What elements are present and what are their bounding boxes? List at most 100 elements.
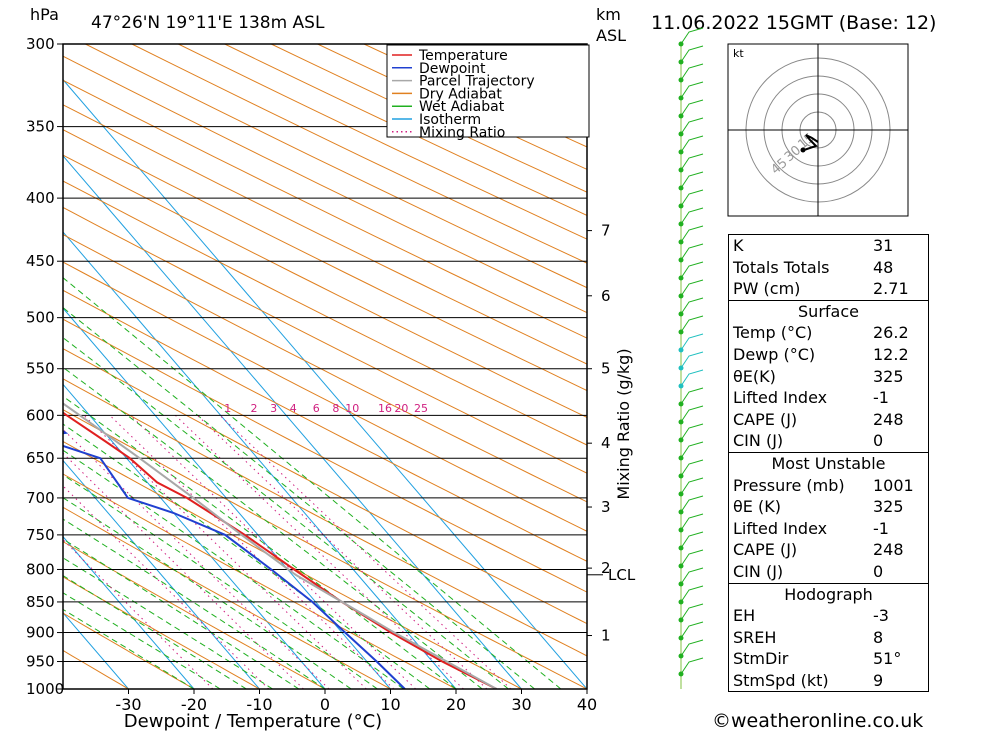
wind-barb <box>680 531 704 549</box>
temperature-tick-label: -10 <box>246 695 272 714</box>
mixing-ratio-label: 3 <box>270 402 277 415</box>
table-row-key: Lifted Index <box>733 518 828 538</box>
table-row-value: 248 <box>873 409 904 429</box>
mixing-ratio-axis-label: Mixing Ratio (g/kg) <box>614 348 633 499</box>
dry-adiabat-line <box>63 129 587 392</box>
pressure-tick-label: 350 <box>26 118 55 136</box>
wind-barb <box>680 459 704 477</box>
pressure-tick-label: 650 <box>26 449 55 467</box>
hodograph-trace <box>803 134 819 151</box>
dry-adiabat-line <box>63 649 129 689</box>
mixing-ratio-label: 2 <box>250 402 257 415</box>
wind-barb <box>680 495 704 513</box>
mixing-ratio-line <box>130 414 417 689</box>
table-row: CIN (J) 0 <box>729 430 928 452</box>
dry-adiabat-line <box>63 55 587 314</box>
table-row-key: PW (cm) <box>733 279 801 299</box>
wind-barb <box>680 135 704 153</box>
isotherm-line <box>63 231 457 689</box>
table-row: EH -3 <box>729 605 928 627</box>
km-tick-label: 1 <box>601 627 611 645</box>
table-row-value: 325 <box>873 366 904 386</box>
pressure-tick-label: 500 <box>26 309 55 327</box>
table-row: θE(K) 325 <box>729 366 928 388</box>
temperature-tick-label: 40 <box>577 695 597 714</box>
temperature-tick-label: 0 <box>320 695 330 714</box>
table-row-key: K <box>733 236 744 255</box>
pressure-tick-label: 800 <box>26 560 55 578</box>
wind-barb <box>680 27 704 45</box>
wind-barb <box>680 63 704 81</box>
dry-adiabat-line <box>85 44 587 289</box>
hodograph-point <box>800 147 806 153</box>
pressure-tick-label: 400 <box>26 189 55 207</box>
wind-barb <box>680 657 704 675</box>
table-row-value: 248 <box>873 540 904 560</box>
mixing-ratio-label: 20 <box>394 402 408 415</box>
table-row-key: Lifted Index <box>733 388 828 408</box>
table-row-key: SREH <box>733 627 777 647</box>
wind-barb <box>680 351 704 369</box>
wind-barb <box>680 297 704 315</box>
surface-section: Surface Temp (°C) 26.2 Dewp (°C) 12.2 θE(K) 3… <box>729 299 928 452</box>
table-row-value: 8 <box>873 627 884 647</box>
wind-barb <box>680 99 704 117</box>
lcl-label: LCL <box>608 566 636 584</box>
table-row-key: Temp (°C) <box>733 323 813 343</box>
pressure-tick-label: 750 <box>26 526 55 544</box>
wet-adiabat-line <box>63 449 404 689</box>
wet-adiabat-line <box>63 366 483 689</box>
table-row: CAPE (J) 248 <box>729 409 928 431</box>
mixing-ratio-label: 16 <box>378 402 392 415</box>
isotherm-line <box>63 612 129 689</box>
dry-adiabat-line <box>63 576 260 689</box>
wind-barb <box>680 423 704 441</box>
pressure-tick-label: 300 <box>26 35 55 53</box>
km-tick-label: 6 <box>601 287 611 305</box>
surface-title: Surface <box>798 301 859 321</box>
table-row-value: 325 <box>873 497 904 517</box>
pressure-tick-label: 550 <box>26 360 55 378</box>
table-row-key: CAPE (J) <box>733 409 798 429</box>
indices-table: K 31 Totals Totals 48 PW (cm) 2.71 Surface Te… <box>728 234 929 693</box>
table-row-value: 26.2 <box>873 323 909 343</box>
wind-barb <box>680 567 704 585</box>
table-row: StmSpd (kt) 9 <box>729 670 928 692</box>
legend-entry-label: Temperature <box>418 48 508 64</box>
dry-adiabat-line <box>63 154 587 418</box>
wind-barb <box>680 117 704 135</box>
isotherm-line <box>63 78 587 689</box>
isotherm-line <box>63 459 260 689</box>
table-row-key: Pressure (mb) <box>733 475 845 495</box>
hodograph-title: Hodograph <box>784 584 873 604</box>
table-row: StmDir 51° <box>729 648 928 670</box>
km-tick-label: 4 <box>601 434 611 452</box>
km-tick-label: 2 <box>601 559 611 577</box>
table-row-key: Dewp (°C) <box>733 344 816 364</box>
mixing-ratio-line <box>63 452 304 689</box>
table-row: θE (K) 325 <box>729 496 928 518</box>
mixing-ratio-label: 1 <box>224 402 231 415</box>
wet-adiabat-line <box>63 575 247 689</box>
table-row-key: EH <box>733 606 756 626</box>
asl-unit-label: ASL <box>596 26 626 45</box>
wind-barb <box>680 621 704 639</box>
pressure-tick-label: 450 <box>26 252 55 270</box>
pressure-unit-label: hPa <box>30 5 59 24</box>
dry-adiabat-line <box>63 318 587 593</box>
temperature-tick-label: 20 <box>446 695 466 714</box>
wind-barbs <box>678 27 704 689</box>
table-row: CIN (J) 0 <box>729 561 928 583</box>
wind-barb <box>680 45 704 63</box>
wind-barb <box>680 477 704 495</box>
km-tick-label: 5 <box>601 360 611 378</box>
table-row: Lifted Index -1 <box>729 387 928 409</box>
table-row: SREH 8 <box>729 627 928 649</box>
km-tick-label: 3 <box>601 498 611 516</box>
table-row: Pressure (mb) 1001 <box>729 475 928 497</box>
table-row-value: 0 <box>873 561 884 581</box>
table-row-key: StmDir <box>733 649 789 669</box>
pressure-tick-label: 600 <box>26 406 55 424</box>
